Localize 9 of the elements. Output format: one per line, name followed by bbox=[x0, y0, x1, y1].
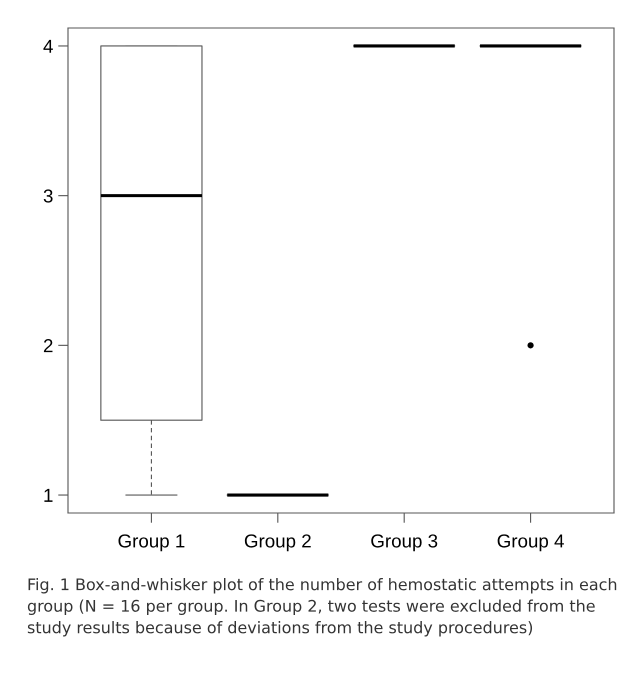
caption: Fig. 1 Box-and-whisker plot of the number of hemostatic attempts in each group (N = 16 per group. In Group 2, two tests were excluded from the study results because of deviations from the study procedures) bbox=[28, 578, 616, 637]
y-tick-label: 4 bbox=[43, 40, 53, 53]
x-tick-label: Group 2 bbox=[244, 534, 311, 552]
y-tick-label: 2 bbox=[44, 339, 52, 352]
y-tick-label: 3 bbox=[44, 189, 53, 203]
x-tick-label: Group 1 bbox=[118, 534, 184, 552]
x-tick-label: Group 3 bbox=[371, 534, 438, 552]
y-tick-label: 1 bbox=[44, 488, 53, 502]
x-tick-label: Group 4 bbox=[498, 534, 564, 552]
